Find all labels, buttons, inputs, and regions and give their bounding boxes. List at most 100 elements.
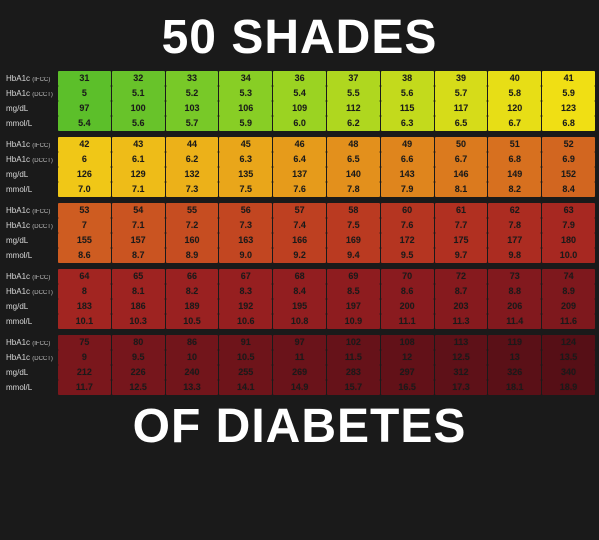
cell: 6.5 bbox=[435, 116, 488, 131]
cell: 7.6 bbox=[273, 182, 326, 197]
cell: 63 bbox=[542, 203, 595, 218]
row-cells: 8.68.78.99.09.29.49.59.79.810.0 bbox=[58, 248, 595, 263]
cell: 10.5 bbox=[166, 314, 219, 329]
cell: 9.8 bbox=[488, 248, 541, 263]
cell: 195 bbox=[273, 299, 326, 314]
cell: 56 bbox=[219, 203, 272, 218]
table-group: HbA1c (IFCC)31323334363738394041HbA1c (D… bbox=[4, 71, 595, 131]
cell: 11.6 bbox=[542, 314, 595, 329]
table-row: mmol/L11.712.513.314.114.915.716.517.318… bbox=[4, 380, 595, 395]
cell: 6.8 bbox=[542, 116, 595, 131]
cell: 5.3 bbox=[219, 86, 272, 101]
cell: 40 bbox=[488, 71, 541, 86]
cell: 46 bbox=[273, 137, 326, 152]
cell: 50 bbox=[435, 137, 488, 152]
cell: 135 bbox=[219, 167, 272, 182]
cell: 7.0 bbox=[58, 182, 111, 197]
cell: 6.5 bbox=[327, 152, 380, 167]
cell: 240 bbox=[166, 365, 219, 380]
cell: 143 bbox=[381, 167, 434, 182]
row-cells: 7.07.17.37.57.67.87.98.18.28.4 bbox=[58, 182, 595, 197]
cell: 137 bbox=[273, 167, 326, 182]
cell: 8 bbox=[58, 284, 111, 299]
cell: 129 bbox=[112, 167, 165, 182]
table-group: HbA1c (IFCC)42434445464849505152HbA1c (D… bbox=[4, 137, 595, 197]
cell: 54 bbox=[112, 203, 165, 218]
row-cells: 66.16.26.36.46.56.66.76.86.9 bbox=[58, 152, 595, 167]
cell: 62 bbox=[488, 203, 541, 218]
title-top: 50 Shades bbox=[0, 0, 599, 71]
row-cells: 5.45.65.75.96.06.26.36.56.76.8 bbox=[58, 116, 595, 131]
cell: 5.1 bbox=[112, 86, 165, 101]
cell: 8.1 bbox=[112, 284, 165, 299]
cell: 97 bbox=[58, 101, 111, 116]
cell: 12.5 bbox=[112, 380, 165, 395]
cell: 8.4 bbox=[273, 284, 326, 299]
cell: 340 bbox=[542, 365, 595, 380]
cell: 175 bbox=[435, 233, 488, 248]
cell: 112 bbox=[327, 101, 380, 116]
cell: 67 bbox=[219, 269, 272, 284]
row-cells: 183186189192195197200203206209 bbox=[58, 299, 595, 314]
cell: 126 bbox=[58, 167, 111, 182]
cell: 34 bbox=[219, 71, 272, 86]
cell: 10.6 bbox=[219, 314, 272, 329]
cell: 6.7 bbox=[488, 116, 541, 131]
cell: 41 bbox=[542, 71, 595, 86]
cell: 9.0 bbox=[219, 248, 272, 263]
cell: 11.3 bbox=[435, 314, 488, 329]
cell: 31 bbox=[58, 71, 111, 86]
cell: 66 bbox=[166, 269, 219, 284]
cell: 7.3 bbox=[219, 218, 272, 233]
cell: 10 bbox=[166, 350, 219, 365]
cell: 12.5 bbox=[435, 350, 488, 365]
cell: 9.5 bbox=[112, 350, 165, 365]
cell: 124 bbox=[542, 335, 595, 350]
cell: 109 bbox=[273, 101, 326, 116]
cell: 68 bbox=[273, 269, 326, 284]
cell: 13.3 bbox=[166, 380, 219, 395]
row-label: mg/dL bbox=[4, 365, 58, 380]
cell: 100 bbox=[112, 101, 165, 116]
cell: 200 bbox=[381, 299, 434, 314]
cell: 212 bbox=[58, 365, 111, 380]
row-label: HbA1c (IFCC) bbox=[4, 269, 58, 284]
table-row: HbA1c (IFCC)31323334363738394041 bbox=[4, 71, 595, 86]
row-label: mmol/L bbox=[4, 116, 58, 131]
cell: 8.7 bbox=[435, 284, 488, 299]
cell: 297 bbox=[381, 365, 434, 380]
cell: 197 bbox=[327, 299, 380, 314]
cell: 48 bbox=[327, 137, 380, 152]
row-label: mg/dL bbox=[4, 167, 58, 182]
cell: 69 bbox=[327, 269, 380, 284]
table-group: HbA1c (IFCC)64656667686970727374HbA1c (D… bbox=[4, 269, 595, 329]
row-label: mmol/L bbox=[4, 182, 58, 197]
cell: 177 bbox=[488, 233, 541, 248]
cell: 6.7 bbox=[435, 152, 488, 167]
row-label: HbA1c (DCCT) bbox=[4, 218, 58, 233]
table-row: mg/dL126129132135137140143146149152 bbox=[4, 167, 595, 182]
row-cells: 212226240255269283297312326340 bbox=[58, 365, 595, 380]
cell: 108 bbox=[381, 335, 434, 350]
cell: 10.0 bbox=[542, 248, 595, 263]
cell: 7 bbox=[58, 218, 111, 233]
cell: 32 bbox=[112, 71, 165, 86]
table-row: HbA1c (DCCT)77.17.27.37.47.57.67.77.87.9 bbox=[4, 218, 595, 233]
table-row: mmol/L7.07.17.37.57.67.87.98.18.28.4 bbox=[4, 182, 595, 197]
cell: 9.2 bbox=[273, 248, 326, 263]
cell: 6.2 bbox=[166, 152, 219, 167]
row-cells: 99.51010.51111.51212.51313.5 bbox=[58, 350, 595, 365]
cell: 5.9 bbox=[219, 116, 272, 131]
cell: 5.7 bbox=[166, 116, 219, 131]
cell: 8.9 bbox=[166, 248, 219, 263]
cell: 70 bbox=[381, 269, 434, 284]
table-row: HbA1c (IFCC)53545556575860616263 bbox=[4, 203, 595, 218]
cell: 38 bbox=[381, 71, 434, 86]
cell: 57 bbox=[273, 203, 326, 218]
cell: 146 bbox=[435, 167, 488, 182]
row-label: HbA1c (IFCC) bbox=[4, 71, 58, 86]
cell: 9.4 bbox=[327, 248, 380, 263]
row-cells: 7580869197102108113119124 bbox=[58, 335, 595, 350]
cell: 14.1 bbox=[219, 380, 272, 395]
cell: 183 bbox=[58, 299, 111, 314]
